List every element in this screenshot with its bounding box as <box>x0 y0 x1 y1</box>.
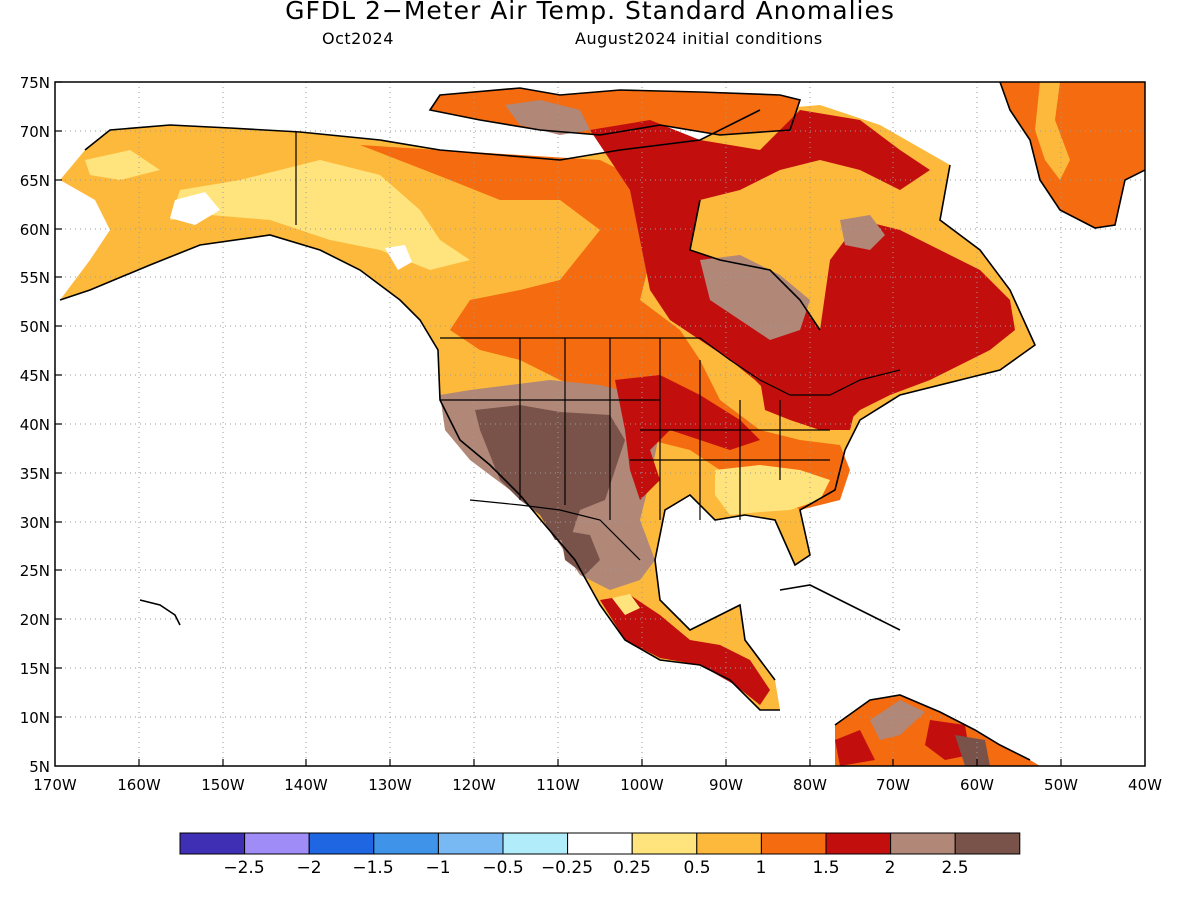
axis-ticks <box>55 81 1062 766</box>
lat-label: 25N <box>20 562 50 580</box>
colorbar-label: 1.5 <box>812 858 839 878</box>
lon-label: 150W <box>201 776 245 794</box>
colorbar-swatch <box>308 832 375 855</box>
lat-label: 55N <box>20 269 50 287</box>
lat-label: 5N <box>29 758 50 776</box>
lat-label: 60N <box>20 221 50 239</box>
colorbar-label: −1 <box>425 858 450 878</box>
colorbar-swatch <box>244 832 310 855</box>
lat-label: 75N <box>20 74 50 92</box>
colorbar-label: 0.5 <box>683 858 710 878</box>
lat-labels: 75N 70N 65N 60N 55N 50N 45N 40N 35N 30N … <box>20 74 50 776</box>
yellow-alaska <box>170 160 470 270</box>
lon-label: 140W <box>284 776 328 794</box>
colorbar-swatch <box>696 832 762 855</box>
lon-labels: 170W 160W 150W 140W 130W 120W 110W 100W … <box>33 776 1162 794</box>
lon-label: 80W <box>793 776 827 794</box>
colorbar-swatch <box>825 832 892 855</box>
yellow-southeast <box>715 465 830 515</box>
yellow-alaska-2 <box>85 150 160 180</box>
lon-label: 60W <box>960 776 994 794</box>
colorbar-swatch <box>437 832 504 855</box>
lat-label: 70N <box>20 123 50 141</box>
lon-label: 50W <box>1044 776 1078 794</box>
lat-label: 15N <box>20 660 50 678</box>
colorbar-labels: −2.5 −2 −1.5 −1 −0.5 −0.25 0.25 0.5 1 1.… <box>223 858 968 878</box>
colorbar-label: 2 <box>885 858 896 878</box>
colorbar-label: −0.25 <box>541 858 593 878</box>
colorbar-label: −0.5 <box>482 858 523 878</box>
white-spot-alaska <box>170 192 220 225</box>
colorbar-label: −2.5 <box>223 858 264 878</box>
lat-label: 45N <box>20 367 50 385</box>
red-central-us <box>615 375 760 500</box>
sa-red <box>835 730 875 766</box>
colorbar-swatch <box>373 832 439 855</box>
colorbar <box>179 832 1021 855</box>
colorbar-swatch <box>760 832 827 855</box>
colorbar-label: −2 <box>296 858 321 878</box>
lat-label: 30N <box>20 514 50 532</box>
valid-month: Oct2024 <box>322 29 394 48</box>
colorbar-label: 1 <box>756 858 767 878</box>
lat-label: 65N <box>20 172 50 190</box>
colorbar-swatch <box>631 832 698 855</box>
lon-label: 70W <box>876 776 910 794</box>
brown-arctic <box>505 100 590 135</box>
sa-brown <box>870 700 925 740</box>
lon-label: 120W <box>452 776 496 794</box>
greenland-coast-yellow <box>1035 82 1070 180</box>
colorbar-label: 0.25 <box>613 858 651 878</box>
map-field <box>55 82 1145 766</box>
borders <box>295 132 901 561</box>
lat-label: 20N <box>20 611 50 629</box>
land-greenland <box>1000 82 1145 228</box>
lat-label: 50N <box>20 318 50 336</box>
colorbar-label: 2.5 <box>941 858 968 878</box>
map-title: GFDL 2−Meter Air Temp. Standard Anomalie… <box>285 0 895 25</box>
yellow-mexico-spot <box>612 594 640 615</box>
colorbar-swatch <box>954 832 1021 855</box>
brown-hudson <box>700 255 810 340</box>
initial-conditions: August2024 initial conditions <box>575 29 823 48</box>
brown-labrador <box>840 215 885 250</box>
lon-label: 90W <box>709 776 743 794</box>
darkbrown-mexico <box>560 530 600 575</box>
red-east-canada <box>590 110 1015 430</box>
lat-label: 40N <box>20 416 50 434</box>
sa-dark <box>955 735 990 766</box>
lon-label: 130W <box>368 776 412 794</box>
grid-lines <box>55 82 1145 766</box>
colorbar-swatch <box>567 832 633 855</box>
colorbar-swatch <box>502 832 569 855</box>
colorbar-swatch <box>890 832 956 855</box>
lat-label: 35N <box>20 465 50 483</box>
white-spot-bc <box>385 245 412 270</box>
colorbar-label: −1.5 <box>352 858 393 878</box>
coastlines <box>59 82 1145 761</box>
lon-label: 160W <box>117 776 161 794</box>
colorbar-swatch <box>179 832 246 855</box>
lon-label: 100W <box>620 776 664 794</box>
lat-label: 10N <box>20 709 50 727</box>
sa-red-2 <box>925 720 970 760</box>
lon-label: 40W <box>1128 776 1162 794</box>
lon-label: 170W <box>33 776 77 794</box>
lon-label: 110W <box>536 776 580 794</box>
